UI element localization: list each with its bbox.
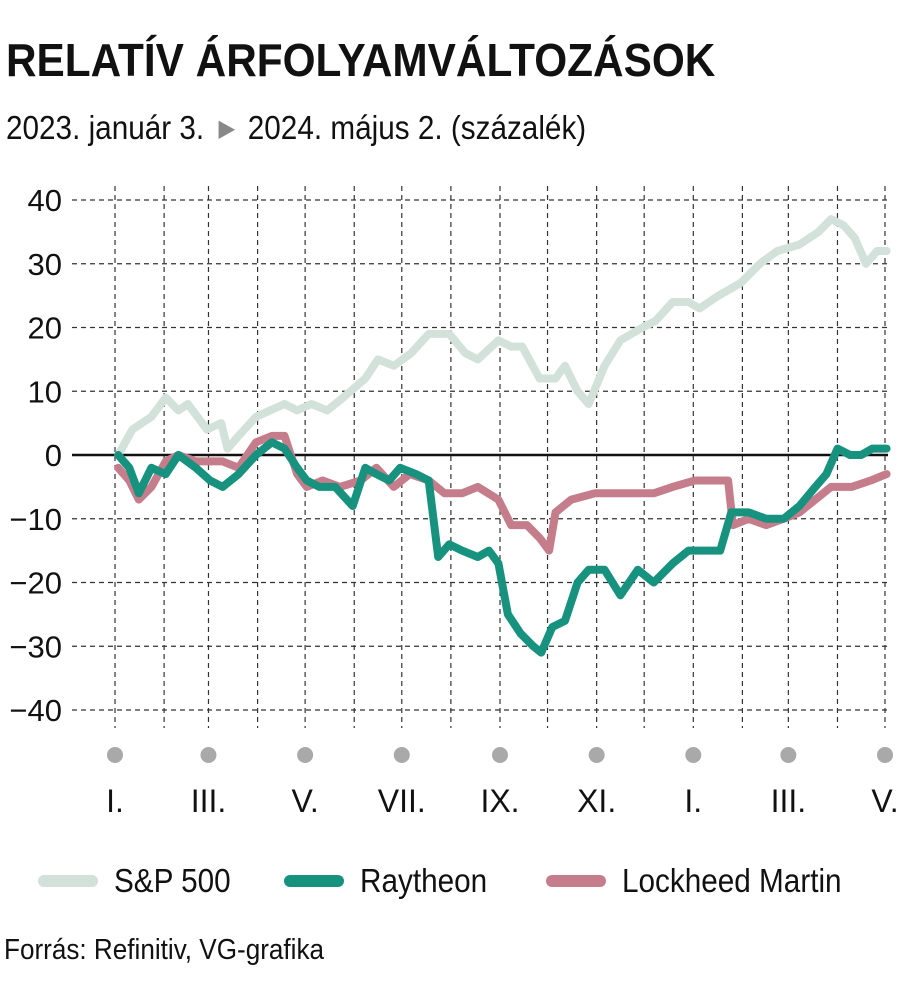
- month-marker-dot: [393, 747, 410, 763]
- y-tick-label: 20: [28, 311, 62, 346]
- line-chart: 40 30 20 10 0 −10 −20 −30 −40 I. III. V. VII. IX. XI.…: [9, 183, 899, 819]
- legend-swatch-lockheed-martin: [546, 875, 606, 887]
- legend-swatch-sp500: [38, 875, 98, 887]
- y-tick-label: −40: [9, 693, 62, 728]
- series-line-sp500: [114, 215, 891, 459]
- legend-swatch-raytheon: [284, 875, 344, 887]
- x-tick-label: V.: [291, 783, 318, 819]
- month-marker-dot: [297, 747, 314, 763]
- y-tick-label: −30: [9, 629, 62, 664]
- month-marker-dot: [200, 747, 217, 763]
- y-tick-label: 40: [28, 183, 62, 218]
- series-lines: [114, 215, 891, 657]
- x-tick-label: IX.: [480, 783, 519, 819]
- chart-title: RELATÍV ÁRFOLYAMVÁLTOZÁSOK: [6, 34, 716, 86]
- subtitle-arrow-icon: ▶: [218, 115, 236, 142]
- x-tick-label: V.: [871, 783, 898, 819]
- subtitle-end-date: 2024. május 2. (százalék): [247, 109, 587, 146]
- legend-item-lockheed-martin: Lockheed Martin: [546, 858, 866, 904]
- y-tick-label: 30: [28, 247, 62, 282]
- x-tick-label: XI.: [577, 783, 616, 819]
- source-note: Forrás: Refinitiv, VG-grafika: [4, 934, 325, 966]
- month-marker-dot: [588, 747, 605, 763]
- month-marker-dot: [492, 747, 508, 763]
- legend-label-raytheon: Raytheon: [360, 862, 488, 899]
- chart-subtitle: 2023. január 3. ▶ 2024. május 2. (százalék…: [6, 106, 586, 151]
- x-tick-label: I.: [684, 783, 702, 819]
- legend: S&P 500 Raytheon Lockheed Martin: [0, 858, 900, 904]
- y-tick-label: 10: [28, 374, 62, 409]
- y-tick-label: 0: [45, 438, 62, 473]
- month-marker-dot: [780, 747, 797, 763]
- subtitle-start-date: 2023. január 3.: [6, 109, 205, 146]
- series-line-lockheed-martin: [114, 431, 891, 555]
- legend-item-sp500: S&P 500: [38, 858, 244, 904]
- y-axis-tick-labels: 40 30 20 10 0 −10 −20 −30 −40: [9, 183, 62, 728]
- month-marker-dot: [107, 747, 123, 763]
- x-tick-label: VII.: [378, 783, 426, 819]
- legend-label-lockheed-martin: Lockheed Martin: [622, 862, 842, 899]
- x-tick-label: III.: [771, 783, 807, 819]
- x-tick-label: III.: [191, 783, 227, 819]
- legend-item-raytheon: Raytheon: [284, 858, 501, 904]
- month-marker-dot: [685, 747, 702, 763]
- month-marker-dot: [877, 747, 893, 763]
- y-tick-label: −20: [9, 566, 62, 601]
- legend-label-sp500: S&P 500: [114, 862, 231, 899]
- series-line-raytheon: [114, 438, 891, 657]
- y-tick-label: −10: [9, 502, 62, 537]
- x-axis-month-labels: I. III. V. VII. IX. XI. I. III. V.: [106, 747, 899, 819]
- x-tick-label: I.: [106, 783, 124, 819]
